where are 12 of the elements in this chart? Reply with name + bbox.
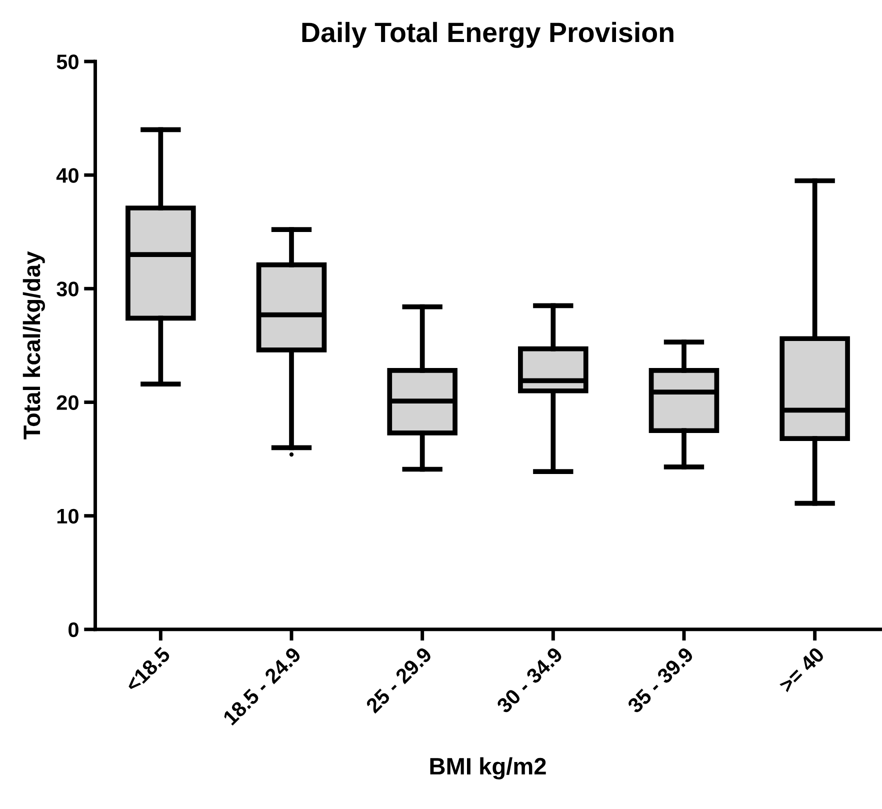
x-tick-label: >= 40 [778, 646, 826, 694]
y-tick-label: 30 [56, 282, 78, 296]
y-tick-label: 40 [56, 168, 78, 183]
x-tick-label: 30 - 34.9 [496, 646, 564, 714]
y-axis-title: Total kcal/kg/day [22, 251, 45, 440]
y-tick-label: 10 [57, 508, 78, 524]
y-tick-label: 50 [56, 54, 78, 70]
y-tick-label: 20 [56, 395, 78, 410]
chart-title: Daily Total Energy Provision [302, 22, 674, 48]
x-axis-title: BMI kg/m2 [430, 757, 546, 780]
y-tick-label: 0 [68, 622, 78, 638]
x-tick-label: 35 - 39.9 [626, 646, 694, 714]
